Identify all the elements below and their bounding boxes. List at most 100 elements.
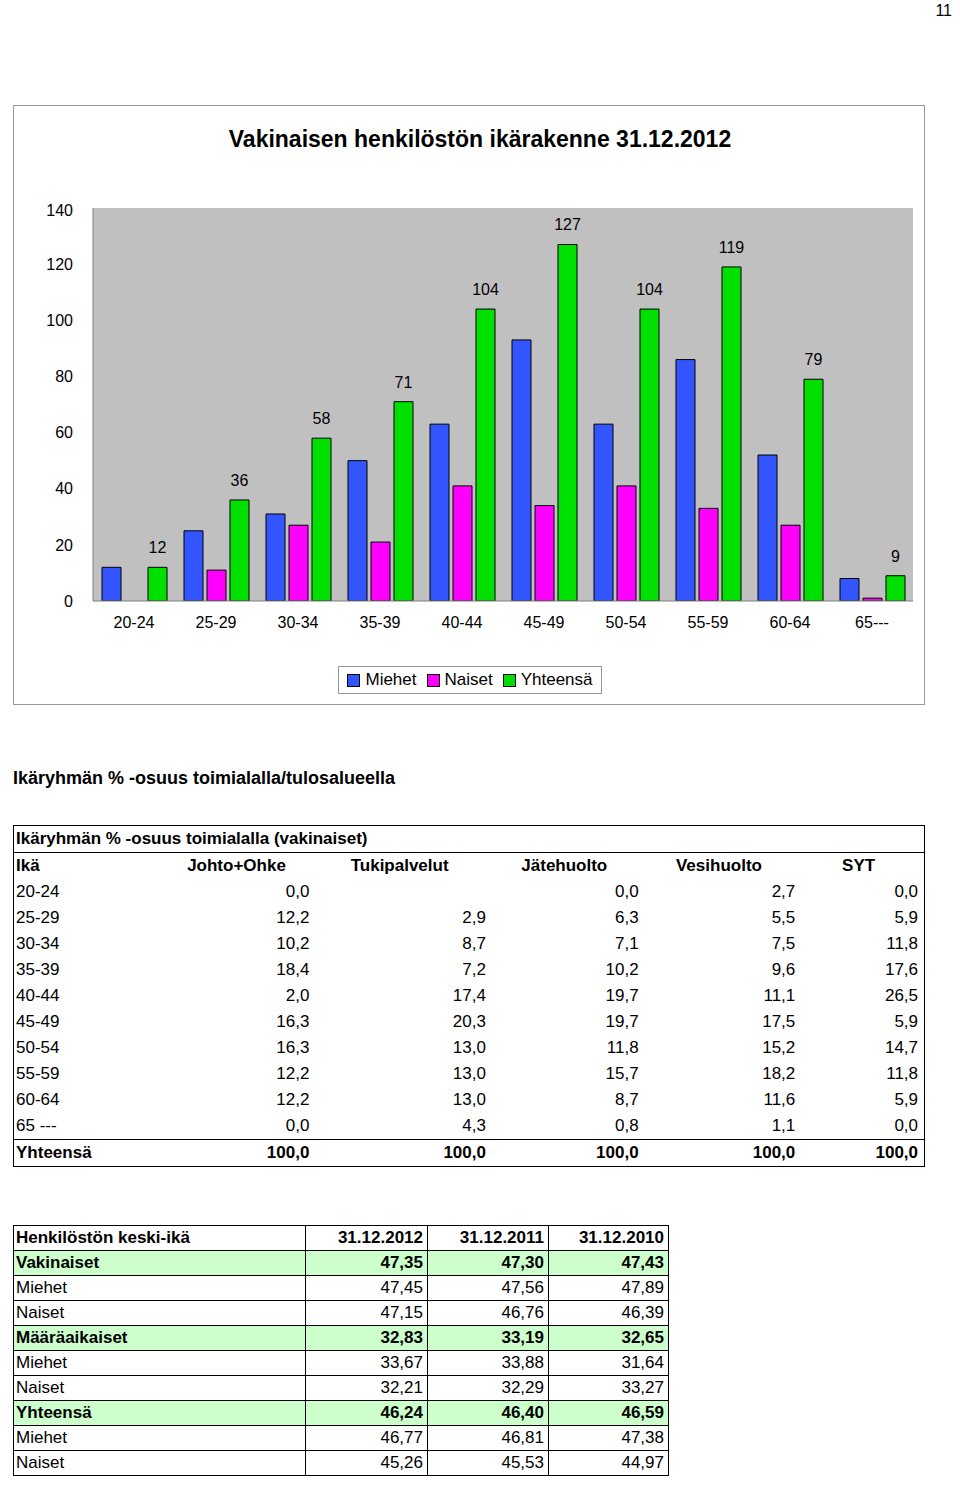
- svg-text:50-54: 50-54: [606, 614, 647, 631]
- html-text:40-44: 40-44: [16, 986, 60, 1005]
- html-text:13,0: 13,0: [452, 1090, 486, 1109]
- html-text:Miehet: Miehet: [365, 670, 417, 689]
- svg-text:25-29: 25-29: [196, 614, 237, 631]
- html-text:11,1: 11,1: [763, 986, 796, 1005]
- html-text:35-39: 35-39: [16, 960, 60, 979]
- html-text:Ikäryhmän % -osuus toimialalla: Ikäryhmän % -osuus toimialalla (vakinais…: [16, 829, 368, 848]
- svg-text:20: 20: [55, 537, 73, 554]
- svg-text:60-64: 60-64: [770, 614, 811, 631]
- html-text:12,2: 12,2: [276, 908, 310, 927]
- svg-text:30-34: 30-34: [278, 614, 319, 631]
- html-text:12,2: 12,2: [276, 1064, 310, 1083]
- html-text:20,3: 20,3: [452, 1012, 486, 1031]
- svg-text:45-49: 45-49: [524, 614, 565, 631]
- svg-text:40: 40: [55, 480, 73, 497]
- svg-text:60: 60: [55, 424, 73, 441]
- html-text:0,8: 0,8: [615, 1116, 639, 1135]
- html-text:0,0: 0,0: [615, 882, 639, 901]
- html-text:Yhteensä: Yhteensä: [520, 670, 593, 689]
- html-text:50-54: 50-54: [16, 1038, 60, 1057]
- svg-text:120: 120: [46, 256, 73, 273]
- html-text:0,0: 0,0: [894, 882, 918, 901]
- svg-text:65---: 65---: [855, 614, 889, 631]
- html-text:Ikä: Ikä: [16, 856, 40, 875]
- html-text:Yhteensä: Yhteensä: [16, 1143, 92, 1162]
- html-text:5,9: 5,9: [894, 908, 918, 927]
- svg-text:127: 127: [554, 216, 581, 233]
- html-text:2,0: 2,0: [285, 986, 310, 1005]
- svg-text:40-44: 40-44: [442, 614, 483, 631]
- html-text:13,0: 13,0: [452, 1064, 486, 1083]
- html-text:10,2: 10,2: [605, 960, 639, 979]
- html-text:20-24: 20-24: [16, 882, 60, 901]
- svg-text:119: 119: [719, 239, 745, 256]
- svg-text:9: 9: [891, 548, 900, 565]
- html-text:17,4: 17,4: [452, 986, 486, 1005]
- svg-text:58: 58: [313, 410, 331, 427]
- html-text:18,4: 18,4: [276, 960, 310, 979]
- html-text:65 ---: 65 ---: [16, 1116, 57, 1135]
- html-text:17,6: 17,6: [884, 960, 918, 979]
- html-text:1,1: 1,1: [771, 1116, 796, 1135]
- svg-text:80: 80: [55, 368, 73, 385]
- svg-text:35-39: 35-39: [360, 614, 401, 631]
- svg-text:20-24: 20-24: [114, 614, 155, 631]
- html-text:11,8: 11,8: [886, 934, 918, 953]
- html-text:60-64: 60-64: [16, 1090, 60, 1109]
- html-text:45-49: 45-49: [16, 1012, 60, 1031]
- html-text:55-59: 55-59: [16, 1064, 60, 1083]
- html-text:0,0: 0,0: [285, 1116, 310, 1135]
- html-text:Tukipalvelut: Tukipalvelut: [350, 856, 449, 875]
- svg-text:104: 104: [636, 281, 663, 298]
- html-text:5,9: 5,9: [894, 1012, 918, 1031]
- html-text:26,5: 26,5: [884, 986, 918, 1005]
- html-text:15,2: 15,2: [762, 1038, 796, 1057]
- html-text:SYT: SYT: [842, 856, 876, 875]
- html-text:11,8: 11,8: [606, 1038, 639, 1057]
- svg-text:36: 36: [231, 472, 249, 489]
- html-text:16,3: 16,3: [276, 1012, 310, 1031]
- html-text:Ikäryhmän % -osuus toimialalla: Ikäryhmän % -osuus toimialalla/tulosalue…: [13, 768, 396, 788]
- html-text:25-29: 25-29: [16, 908, 60, 927]
- html-text:14,7: 14,7: [884, 1038, 918, 1057]
- svg-text:0: 0: [64, 593, 73, 610]
- html-text:2,9: 2,9: [462, 908, 486, 927]
- svg-text:71: 71: [395, 374, 413, 391]
- html-text:Vakinaisen henkilöstön ikärake: Vakinaisen henkilöstön ikärakenne 31.12.…: [228, 126, 732, 152]
- html-text:Johto+Ohke: Johto+Ohke: [187, 856, 286, 875]
- svg-text:12: 12: [149, 539, 167, 556]
- html-text:8,7: 8,7: [462, 934, 486, 953]
- html-text:11,8: 11,8: [886, 1064, 918, 1083]
- html-text:18,2: 18,2: [762, 1064, 796, 1083]
- svg-text:100: 100: [46, 312, 73, 329]
- svg-text:104: 104: [472, 281, 499, 298]
- html-text:4,3: 4,3: [462, 1116, 486, 1135]
- html-text:5,5: 5,5: [771, 908, 796, 927]
- svg-text:55-59: 55-59: [688, 614, 729, 631]
- html-text:7,1: 7,1: [615, 934, 639, 953]
- html-text:8,7: 8,7: [615, 1090, 639, 1109]
- html-text:7,2: 7,2: [462, 960, 486, 979]
- html-text:6,3: 6,3: [615, 908, 639, 927]
- html-text:12,2: 12,2: [276, 1090, 310, 1109]
- html-text:7,5: 7,5: [771, 934, 796, 953]
- svg-text:140: 140: [46, 202, 73, 219]
- html-text:0,0: 0,0: [894, 1116, 918, 1135]
- html-text:Naiset: Naiset: [444, 670, 493, 689]
- svg-text:79: 79: [805, 351, 823, 368]
- html-text:19,7: 19,7: [605, 986, 639, 1005]
- html-text:30-34: 30-34: [16, 934, 60, 953]
- html-text:2,7: 2,7: [771, 882, 796, 901]
- html-text:11,6: 11,6: [763, 1090, 796, 1109]
- html-text:10,2: 10,2: [276, 934, 310, 953]
- html-text:9,6: 9,6: [771, 960, 796, 979]
- html-text:Vesihuolto: Vesihuolto: [676, 856, 762, 875]
- html-text:13,0: 13,0: [452, 1038, 486, 1057]
- html-text:19,7: 19,7: [605, 1012, 639, 1031]
- html-text:16,3: 16,3: [276, 1038, 310, 1057]
- html-text:17,5: 17,5: [762, 1012, 796, 1031]
- html-text:5,9: 5,9: [894, 1090, 918, 1109]
- html-text:0,0: 0,0: [285, 882, 310, 901]
- html-text:Jätehuolto: Jätehuolto: [521, 856, 608, 875]
- html-text:15,7: 15,7: [605, 1064, 639, 1083]
